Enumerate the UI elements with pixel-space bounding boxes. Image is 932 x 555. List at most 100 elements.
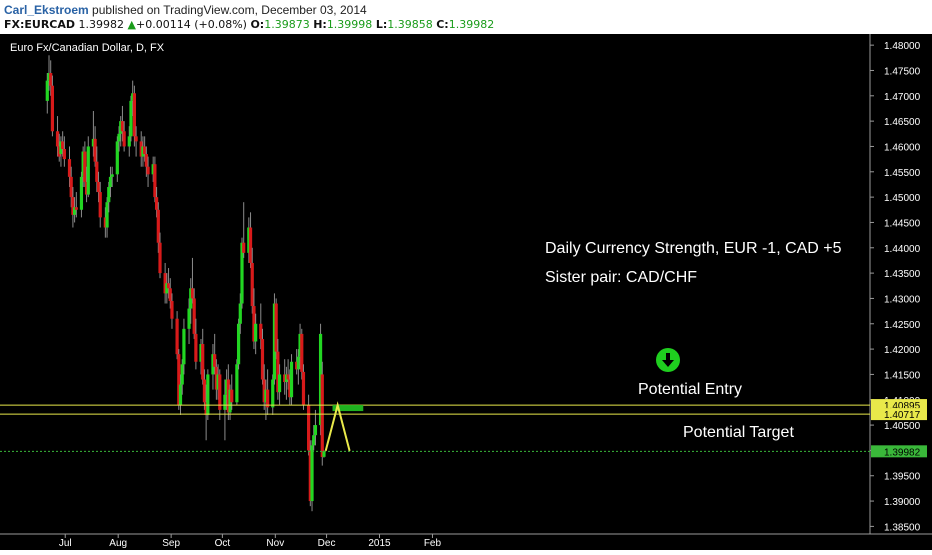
candle-body-down [175, 318, 179, 355]
candle-body-up [129, 100, 133, 137]
level-price-tag [871, 408, 927, 421]
level-price-label: 1.40717 [884, 410, 921, 421]
candle-body-down [201, 344, 205, 380]
candle-body-down [194, 333, 198, 362]
quote-bar: FX:EURCAD 1.39982 ▲+0.00114 (+0.08%) O:1… [4, 18, 494, 31]
candle-body-up [235, 364, 239, 403]
candle-body-up [264, 389, 268, 403]
price-tick-label: 1.43000 [884, 294, 921, 305]
candle-body-down [170, 300, 174, 319]
chart-title: Euro Fx/Canadian Dollar, D, FX [10, 42, 165, 54]
high-label: H: [313, 18, 327, 31]
price-tick-label: 1.39000 [884, 497, 921, 508]
candle-body-down [320, 374, 324, 457]
candle-body-down [74, 207, 78, 210]
projection-path [324, 401, 351, 452]
candle-body-down [204, 402, 208, 415]
level-price-tag [871, 399, 927, 412]
candle-body-up [318, 333, 323, 426]
candle-body-down [262, 379, 266, 403]
candle-body-down [213, 354, 217, 367]
candle-body-up [73, 207, 77, 215]
entry-annotation: Potential Entry [638, 381, 742, 398]
candle-body-down [50, 85, 55, 132]
author-link[interactable]: Carl_Ekstroem [4, 3, 89, 17]
candle-body-down [226, 379, 230, 413]
candle-body-down [122, 131, 126, 147]
candle-body-up [79, 176, 84, 210]
candle-body-up [254, 323, 258, 342]
candle-body-down [266, 389, 270, 408]
candle-body-up [199, 344, 203, 362]
candle-body-down [67, 159, 72, 177]
candle-body-down [143, 146, 147, 155]
candle-body-down [83, 151, 87, 182]
price-tick-label: 1.48000 [884, 41, 921, 52]
candle-body-down [154, 197, 159, 210]
candle-body-down [300, 333, 304, 372]
candle-body-down [103, 217, 107, 228]
candle-body-down [307, 404, 311, 451]
candle-body-up [182, 328, 186, 365]
candle-body-up [277, 374, 282, 393]
current-price-tag [871, 445, 927, 458]
time-tick-label: Feb [424, 538, 442, 549]
candlestick-chart[interactable]: Euro Fx/Canadian Dollar, D, FX 1.48000 1.… [0, 34, 932, 550]
price-tick-label: 1.39500 [884, 472, 921, 483]
time-tick-label: Sep [162, 538, 180, 549]
candle-body-down [177, 354, 181, 405]
candle-body-up [141, 146, 145, 157]
candle-body-down [55, 131, 60, 147]
price-tick-label: 1.44500 [884, 218, 921, 229]
low-value: 1.39858 [387, 18, 433, 31]
candle-body-up [107, 186, 111, 203]
price-tick-label: 1.45000 [884, 193, 921, 204]
price-tick-label: 1.44000 [884, 244, 921, 255]
candle-body-down [166, 283, 171, 289]
candle-body-down [96, 181, 101, 193]
price-tick-label: 1.42500 [884, 320, 921, 331]
candle-body-down [168, 288, 172, 301]
candle-body-down [57, 146, 61, 157]
candle-body-up [225, 379, 229, 395]
candle-body-down [259, 323, 263, 339]
candle-body-up [165, 283, 169, 294]
time-tick-label: Oct [215, 538, 231, 549]
publish-info: Carl_Ekstroem published on TradingView.c… [4, 3, 367, 17]
level-price-label: 1.40895 [884, 401, 921, 412]
candle-body-up [178, 384, 183, 405]
candle-body-down [288, 379, 292, 398]
price-tick-label: 1.46500 [884, 117, 921, 128]
candle-body-down [283, 374, 287, 383]
candle-body-up [45, 80, 49, 101]
candle-body-down [93, 138, 97, 162]
candle-body-down [144, 154, 148, 167]
candle-body-up [238, 303, 242, 324]
candle-body-down [295, 361, 299, 370]
close-value: 1.39982 [448, 18, 495, 31]
candle-body-down [62, 148, 66, 160]
candle-body-up [228, 389, 232, 413]
candle-body-up [108, 176, 113, 187]
time-tick-label: Aug [109, 538, 127, 549]
target-annotation: Potential Target [683, 424, 794, 441]
candle-body-up [296, 356, 300, 370]
symbol-label: FX:EURCAD [4, 18, 76, 31]
chart-area[interactable]: Euro Fx/Canadian Dollar, D, FX 1.48000 1.… [0, 34, 932, 550]
candle-body-up [110, 174, 114, 177]
candle-body-up [284, 374, 289, 383]
candle-body-up [86, 146, 90, 195]
candle-body-down [230, 389, 234, 403]
sister-pair-annotation: Sister pair: CAD/CHF [545, 269, 697, 286]
candle-body-up [298, 333, 302, 357]
candle-body-up [247, 227, 251, 253]
price-tick-label: 1.38500 [884, 522, 921, 533]
candle-body-up [236, 323, 241, 365]
candle-body-up [189, 288, 193, 309]
candle-body-down [286, 374, 290, 380]
candle-body-up [47, 73, 51, 81]
candle-body-down [308, 450, 312, 502]
candle-body-up [211, 354, 215, 375]
published-text: published on TradingView.com, December 0… [88, 3, 367, 17]
candle-body-up [216, 374, 220, 390]
